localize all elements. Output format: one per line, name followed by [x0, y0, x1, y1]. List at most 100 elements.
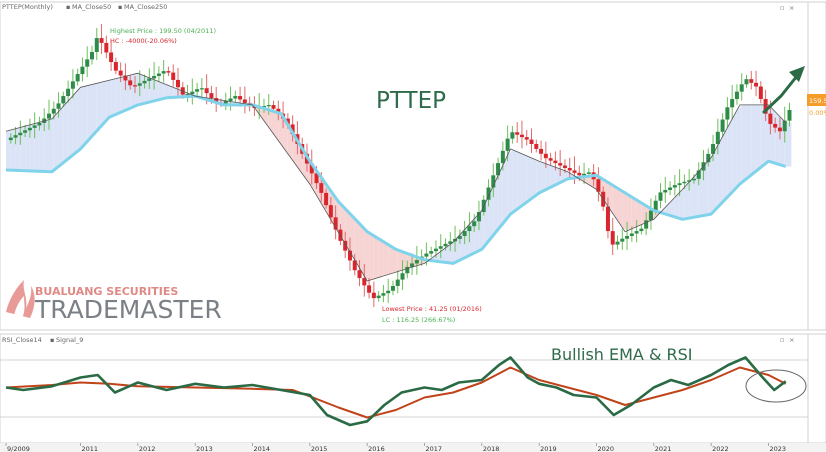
- ma-fill-segment: [550, 165, 556, 188]
- legend-rsi: RSI_Close14: [2, 336, 42, 344]
- candle-body: [429, 251, 434, 254]
- candle-body: [749, 79, 754, 83]
- candle-body: [744, 79, 749, 85]
- candle-body: [572, 170, 577, 173]
- rsi-panel-controls[interactable]: ▫ ×: [780, 336, 794, 344]
- candle-body: [27, 127, 32, 131]
- ma-fill-segment: [283, 116, 288, 154]
- main-legend: PTTEP(Monthly) ▪ MA_Close50 ▪ MA_Close25…: [2, 3, 167, 11]
- candle-body: [89, 52, 94, 60]
- candle-body: [529, 139, 534, 144]
- candle-body: [773, 123, 778, 128]
- time-axis: [0, 443, 826, 452]
- ma-fill-segment: [134, 73, 140, 107]
- candle-body: [319, 183, 324, 193]
- candle-body: [787, 109, 792, 121]
- ma-fill-segment: [440, 247, 446, 263]
- candle-body: [290, 124, 295, 135]
- ma-fill-segment: [789, 122, 792, 167]
- candle-body: [242, 99, 247, 103]
- legend-ma-long: MA_Close250: [124, 3, 167, 11]
- x-tick-label: 2012: [139, 445, 156, 452]
- candle-body: [18, 132, 23, 136]
- candle-body: [261, 106, 266, 108]
- ma-fill-segment: [163, 83, 169, 99]
- candle-body: [515, 132, 520, 135]
- ma-fill-segment: [154, 79, 159, 101]
- ma-fill-segment: [679, 187, 685, 219]
- ma-fill-segment: [10, 128, 16, 171]
- candle-body: [462, 231, 467, 236]
- candle-body: [171, 72, 176, 80]
- ma-fill-segment: [168, 85, 174, 98]
- ma-fill-segment: [521, 153, 527, 206]
- candle-body: [109, 52, 114, 63]
- legend-ma-short-marker: ▪: [66, 3, 70, 11]
- candle-body: [558, 163, 563, 166]
- candle-body: [782, 120, 787, 132]
- candle-body: [362, 278, 367, 286]
- ma-long-line: [5, 94, 787, 265]
- rsi-restore-icon[interactable]: ▫: [780, 336, 784, 344]
- price-axis: [807, 1, 826, 331]
- ma-fill-segment: [364, 228, 370, 281]
- highest-price-label: Highest Price : 199.50 (04/2011): [110, 27, 216, 35]
- candle-body: [113, 62, 118, 71]
- candle-body: [648, 210, 653, 221]
- legend-ma-long-marker: ▪: [118, 3, 122, 11]
- candle-body: [539, 148, 544, 154]
- candle-body: [615, 241, 620, 245]
- ma-fill-segment: [708, 154, 714, 215]
- ma-fill-segment: [268, 109, 274, 134]
- candle-body: [410, 263, 415, 267]
- brand-logo-icon: [6, 280, 35, 318]
- ma-fill-segment: [493, 175, 499, 236]
- ma-fill-segment: [536, 159, 542, 196]
- candle-body: [625, 235, 630, 239]
- candle-body: [51, 108, 56, 114]
- candle-body: [691, 178, 696, 181]
- ma-fill-segment: [732, 110, 737, 193]
- rsi-axis: [807, 333, 826, 444]
- main-panel: [0, 1, 809, 331]
- ma-fill-segment: [120, 76, 126, 113]
- rsi-lines-layer: [5, 356, 787, 427]
- ma-fill-segment: [684, 181, 690, 219]
- ma-fill-segment: [760, 104, 766, 168]
- ma-fill-segment: [29, 123, 35, 172]
- last-price-tag: [807, 94, 826, 106]
- main-panel-controls[interactable]: ▫ ×: [780, 4, 794, 12]
- candle-body: [677, 183, 682, 186]
- ma-fill-segment: [627, 194, 632, 231]
- ma-fill-segment: [369, 232, 374, 281]
- ma-fill-segment: [612, 185, 618, 221]
- legend-signal: Signal_9: [56, 336, 83, 344]
- candle-body: [658, 192, 663, 201]
- close-icon[interactable]: ×: [789, 4, 794, 12]
- ma-fill-segment: [713, 145, 718, 213]
- legend-signal-marker: ▪: [50, 336, 54, 344]
- candle-body: [367, 285, 372, 293]
- candle-body: [696, 170, 701, 179]
- candle-body: [13, 135, 18, 138]
- candle-body: [85, 59, 90, 67]
- lowest-change-label: LC : 116.25 (266.67%): [382, 316, 455, 324]
- candle-body: [123, 75, 128, 81]
- candle-body: [324, 192, 329, 206]
- ma-fill-layer: [6, 73, 792, 281]
- rsi-close-icon[interactable]: ×: [789, 336, 794, 344]
- x-tick-label: 2017: [425, 445, 442, 452]
- candle-body: [672, 185, 677, 188]
- ma-fill-segment: [378, 238, 384, 278]
- trend-arrow-line: [762, 74, 799, 114]
- ma-fill-segment: [383, 241, 389, 276]
- ma-fill-segment: [273, 111, 279, 141]
- ma-fill-segment: [373, 235, 379, 279]
- candle-body: [175, 79, 180, 88]
- last-pct-value: 0.00%: [809, 109, 826, 117]
- candle-body: [156, 73, 161, 76]
- restore-icon[interactable]: ▫: [780, 4, 784, 12]
- candle-body: [519, 134, 524, 138]
- candle-body: [37, 122, 42, 126]
- candle-body: [476, 211, 481, 222]
